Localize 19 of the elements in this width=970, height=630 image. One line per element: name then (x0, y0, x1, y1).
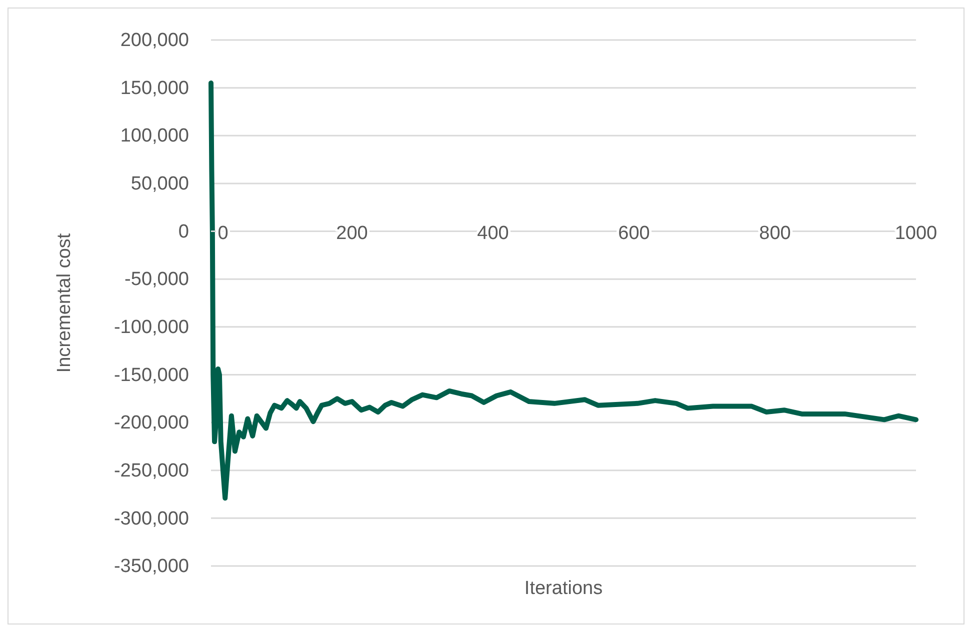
x-tick-label: 200 (336, 222, 368, 244)
y-tick-label: -350,000 (114, 556, 189, 578)
x-axis-title: Iterations (524, 578, 603, 599)
x-tick-label: 400 (477, 222, 509, 244)
y-tick-label: 200,000 (120, 30, 189, 52)
y-tick-label: -100,000 (114, 316, 189, 338)
y-axis-title: Incremental cost (54, 232, 75, 373)
y-tick-label: -150,000 (114, 364, 189, 386)
x-tick-label: 800 (759, 222, 791, 244)
y-tick-label: 100,000 (120, 126, 189, 147)
y-tick-label: -250,000 (114, 460, 189, 482)
y-tick-label: -50,000 (124, 269, 189, 290)
x-tick-label: 600 (618, 222, 650, 244)
y-tick-label: 50,000 (130, 174, 189, 195)
x-tick-label: 1000 (894, 222, 938, 244)
x-tick-label: 0 (218, 222, 228, 244)
y-tick-label: -300,000 (114, 508, 189, 530)
y-tick-label: 150,000 (120, 78, 189, 99)
y-tick-label: -200,000 (114, 412, 189, 434)
